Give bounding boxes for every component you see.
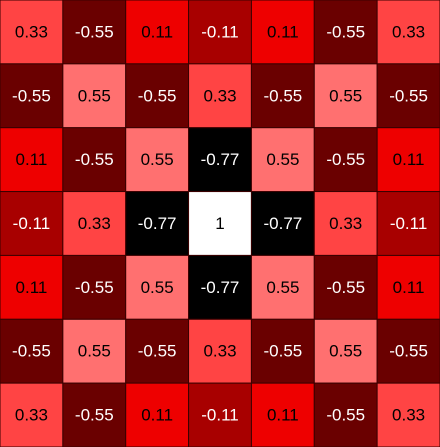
heatmap-value-label: -0.11: [390, 214, 428, 233]
heatmap-value-label: -0.55: [138, 342, 177, 361]
heatmap-value-label: 0.11: [16, 278, 48, 297]
heatmap-cell-r4-c2: [125, 254, 190, 320]
heatmap-cell-r6-c4: [250, 382, 315, 447]
heatmap-cell-r1-c5: [313, 63, 378, 129]
heatmap-cell-r6-c0: [0, 382, 64, 447]
heatmap-value-label: 0.55: [329, 342, 362, 361]
heatmap-value-label: 0.11: [393, 150, 425, 169]
heatmap-cell-r2-c5: [313, 127, 378, 193]
heatmap-labels: 0.33 -0.55 0.11 -0.11 0.11 -0.55 0.33 -0.55 0.55…: [12, 22, 428, 424]
heatmap-cell-r6-c2: [125, 382, 190, 447]
heatmap-value-label: -0.55: [12, 86, 51, 105]
heatmap-value-label: -0.55: [263, 342, 302, 361]
heatmap-value-label: 0.33: [78, 214, 111, 233]
heatmap-cell-r3-c0: [0, 191, 64, 256]
heatmap-value-label: -0.77: [201, 150, 240, 169]
heatmap-cell-r2-c3: [188, 127, 252, 193]
heatmap-value-label: 0.33: [203, 86, 236, 105]
heatmap-value-label: -0.55: [75, 278, 114, 297]
heatmap-value-label: 0.11: [141, 22, 173, 41]
heatmap-value-label: -0.55: [75, 150, 114, 169]
heatmap-value-label: -0.11: [13, 214, 51, 233]
heatmap-value-label: 0.33: [15, 406, 48, 425]
heatmap-cell-r3-c2: [125, 191, 190, 256]
heatmap-value-label: 0.55: [266, 278, 299, 297]
heatmap-cell-r2-c6: [376, 127, 440, 193]
heatmap-cell-r3-c6: [376, 191, 440, 256]
heatmap-value-label: -0.77: [263, 214, 302, 233]
heatmap-cell-r1-c4: [250, 63, 315, 129]
heatmap-value-label: 0.11: [141, 406, 173, 425]
heatmap-cell-r4-c1: [62, 254, 127, 320]
heatmap-value-label: -0.77: [138, 214, 177, 233]
heatmap-value-label: -0.55: [326, 150, 365, 169]
heatmap-cell-r5-c1: [62, 318, 127, 384]
heatmap-value-label: 0.33: [15, 22, 48, 41]
heatmap-value-label: -0.55: [326, 22, 365, 41]
heatmap-value-label: -0.11: [201, 22, 239, 41]
heatmap-value-label: -0.77: [201, 278, 240, 297]
heatmap-value-label: -0.55: [389, 86, 428, 105]
heatmap-value-label: 0.55: [266, 150, 299, 169]
heatmap-value-label: -0.55: [326, 406, 365, 425]
heatmap-cell-r5-c4: [250, 318, 315, 384]
heatmap-value-label: 1: [215, 214, 224, 233]
heatmap-value-label: 0.33: [392, 406, 425, 425]
heatmap-value-label: -0.55: [326, 278, 365, 297]
heatmap-cell-r3-c4: [250, 191, 315, 256]
heatmap-value-label: 0.33: [392, 22, 425, 41]
heatmap-cell-r3-c5: [313, 191, 378, 256]
heatmap-value-label: 0.11: [393, 278, 425, 297]
heatmap-cell-r2-c4: [250, 127, 315, 193]
heatmap-cell-r5-c3: [188, 318, 252, 384]
heatmap-value-label: -0.55: [263, 86, 302, 105]
heatmap-cell-r0-c4: [250, 0, 315, 65]
heatmap-cell-r0-c1: [62, 0, 127, 65]
heatmap-cell-r6-c1: [62, 382, 127, 447]
heatmap-cell-r2-c2: [125, 127, 190, 193]
heatmap-cell-r0-c3: [188, 0, 252, 65]
heatmap-cell-r6-c6: [376, 382, 440, 447]
heatmap-cell-r1-c6: [376, 63, 440, 129]
heatmap-value-label: -0.11: [201, 406, 239, 425]
heatmap-value-label: -0.55: [75, 406, 114, 425]
heatmap-value-label: -0.55: [138, 86, 177, 105]
heatmap-value-label: 0.11: [267, 22, 299, 41]
heatmap-value-label: 0.55: [78, 342, 111, 361]
heatmap-cell-r0-c6: [376, 0, 440, 65]
heatmap-value-label: 0.11: [267, 406, 299, 425]
heatmap-value-label: 0.55: [78, 86, 111, 105]
heatmap-value-label: 0.55: [141, 278, 174, 297]
heatmap-value-label: 0.33: [329, 214, 362, 233]
heatmap-value-label: 0.55: [329, 86, 362, 105]
heatmap-value-label: -0.55: [389, 342, 428, 361]
heatmap-value-label: -0.55: [75, 22, 114, 41]
heatmap-cell-r5-c0: [0, 318, 64, 384]
heatmap-cell-r1-c2: [125, 63, 190, 129]
heatmap-value-label: -0.55: [12, 342, 51, 361]
heatmap-cell-r2-c1: [62, 127, 127, 193]
heatmap-value-label: 0.11: [16, 150, 48, 169]
heatmap-value-label: 0.55: [141, 150, 174, 169]
heatmap-cell-r4-c4: [250, 254, 315, 320]
heatmap-cell-r1-c3: [188, 63, 252, 129]
heatmap-value-label: 0.33: [203, 342, 236, 361]
